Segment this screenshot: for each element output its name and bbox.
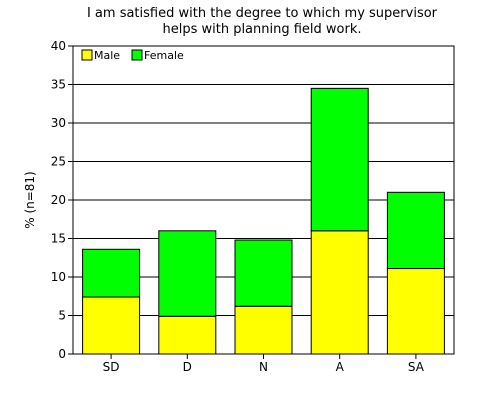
y-tick-label-10: 10	[51, 270, 66, 284]
legend-swatch-male	[81, 49, 93, 61]
y-tick-label-35: 35	[51, 78, 66, 92]
bar-sa-male	[386, 268, 445, 355]
x-tick-label-sd: SD	[103, 360, 120, 374]
chart-title-line-2: helps with planning field work.	[162, 22, 361, 37]
bar-sa-female	[386, 191, 445, 270]
y-tick-label-30: 30	[51, 116, 66, 130]
bar-d-male	[158, 315, 217, 355]
x-axis-ticks: SD D N A SA	[103, 354, 425, 374]
chart-title-line-1: I am satisfied with the degree to which …	[87, 6, 438, 21]
y-axis-ticks: 0 5 10 15 20 25 30 35 40	[51, 39, 73, 361]
x-tick-label-sa: SA	[408, 360, 425, 374]
y-tick-label-20: 20	[51, 193, 66, 207]
legend: Male Female	[81, 49, 184, 62]
bar-a-female	[310, 87, 369, 232]
bars	[82, 87, 445, 355]
y-tick-label-15: 15	[51, 232, 66, 246]
legend-label-male: Male	[94, 49, 120, 62]
x-tick-label-d: D	[183, 360, 192, 374]
y-tick-label-0: 0	[58, 347, 66, 361]
bar-n-male	[234, 305, 293, 355]
y-axis-label: % (n=81)	[23, 171, 37, 229]
legend-swatch-female	[131, 49, 143, 61]
legend-label-female: Female	[144, 49, 184, 62]
y-tick-label-25: 25	[51, 155, 66, 169]
y-tick-label-40: 40	[51, 39, 66, 53]
bar-sd-female	[82, 248, 141, 298]
y-tick-label-5: 5	[58, 309, 66, 323]
x-tick-label-n: N	[259, 360, 268, 374]
bar-n-female	[234, 239, 293, 307]
bar-a-male	[310, 230, 369, 355]
bar-sd-male	[82, 296, 141, 355]
bar-d-female	[158, 230, 217, 317]
x-tick-label-a: A	[336, 360, 345, 374]
